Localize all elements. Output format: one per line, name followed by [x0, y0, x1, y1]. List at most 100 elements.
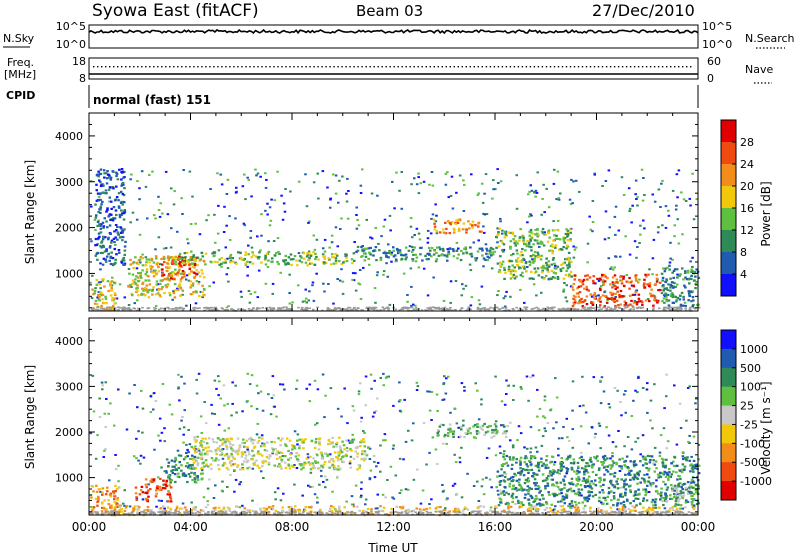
data-cell [137, 279, 141, 282]
data-cell [280, 451, 284, 454]
data-cell [530, 237, 534, 240]
ground-scatter-cell [483, 307, 487, 309]
data-cell [249, 436, 253, 440]
data-cell [345, 200, 349, 203]
data-cell [610, 266, 613, 269]
data-cell [284, 466, 288, 469]
data-cell [504, 305, 507, 308]
ground-scatter-cell [387, 309, 390, 312]
freq-point [589, 66, 592, 68]
data-cell [636, 437, 640, 440]
data-cell [219, 397, 223, 400]
data-cell [161, 263, 164, 266]
data-cell [135, 290, 138, 294]
data-cell [634, 277, 638, 280]
ground-scatter-cell [203, 307, 206, 309]
data-cell [185, 274, 189, 277]
data-cell [335, 456, 338, 459]
data-cell [491, 251, 494, 254]
ground-scatter-cell [268, 306, 272, 309]
data-cell [636, 246, 639, 248]
data-cell [183, 263, 186, 267]
freq-point [253, 66, 255, 68]
data-cell [690, 300, 693, 303]
data-cell [90, 485, 94, 488]
data-cell [400, 489, 403, 492]
data-cell [174, 268, 177, 271]
data-cell [661, 300, 664, 303]
data-cell [107, 173, 111, 177]
data-cell [630, 221, 633, 224]
data-cell [146, 505, 150, 509]
data-cell [676, 218, 680, 221]
data-cell [471, 226, 474, 229]
data-cell [271, 508, 275, 511]
data-cell [581, 305, 585, 308]
data-cell [374, 226, 378, 229]
data-cell [533, 267, 537, 270]
data-cell [585, 303, 589, 306]
data-cell [318, 443, 322, 446]
data-cell [526, 447, 529, 450]
freq-point [577, 66, 580, 68]
data-cell [125, 428, 129, 431]
data-cell [682, 295, 685, 298]
data-cell [109, 255, 113, 258]
data-cell [104, 260, 108, 263]
data-cell [99, 224, 102, 227]
freq-point [561, 66, 564, 68]
data-cell [658, 451, 662, 454]
data-cell [174, 480, 177, 484]
data-cell [385, 262, 388, 265]
data-cell [407, 249, 411, 252]
data-cell [210, 403, 213, 406]
data-cell [402, 272, 406, 275]
data-cell [168, 273, 171, 276]
ground-scatter-cell [446, 309, 450, 311]
data-cell [649, 292, 652, 295]
data-cell [599, 296, 602, 299]
data-cell [647, 476, 651, 479]
data-cell [469, 246, 472, 249]
data-cell [453, 453, 456, 456]
data-cell [360, 439, 363, 442]
data-cell [388, 303, 392, 306]
data-cell [180, 469, 183, 472]
data-cell [545, 501, 548, 504]
data-cell [528, 234, 532, 237]
data-cell [141, 431, 144, 434]
data-cell [255, 459, 258, 462]
data-cell [676, 478, 679, 481]
data-cell [558, 248, 561, 251]
data-cell [426, 390, 429, 393]
data-cell [529, 447, 533, 450]
data-cell [400, 507, 403, 510]
data-cell [221, 457, 225, 460]
nave-tick-bottom: 0 [707, 72, 714, 85]
data-cell [610, 499, 613, 502]
data-cell [629, 509, 632, 512]
data-cell [412, 422, 415, 425]
data-cell [665, 299, 669, 303]
data-cell [611, 286, 614, 289]
data-cell [613, 475, 616, 478]
data-cell [454, 222, 458, 225]
data-cell [309, 485, 312, 488]
data-cell [656, 473, 660, 476]
data-cell [536, 239, 539, 242]
data-cell [589, 293, 593, 296]
data-cell [528, 245, 531, 248]
data-cell [127, 304, 131, 306]
data-cell [664, 483, 667, 486]
data-cell [503, 403, 507, 406]
data-cell [490, 436, 493, 439]
data-cell [134, 256, 137, 259]
data-cell [334, 467, 337, 470]
data-cell [318, 440, 321, 443]
data-cell [373, 379, 376, 382]
data-cell [623, 482, 626, 485]
data-cell [201, 445, 204, 448]
data-cell [691, 505, 695, 508]
data-cell [558, 437, 561, 440]
data-cell [136, 276, 140, 279]
